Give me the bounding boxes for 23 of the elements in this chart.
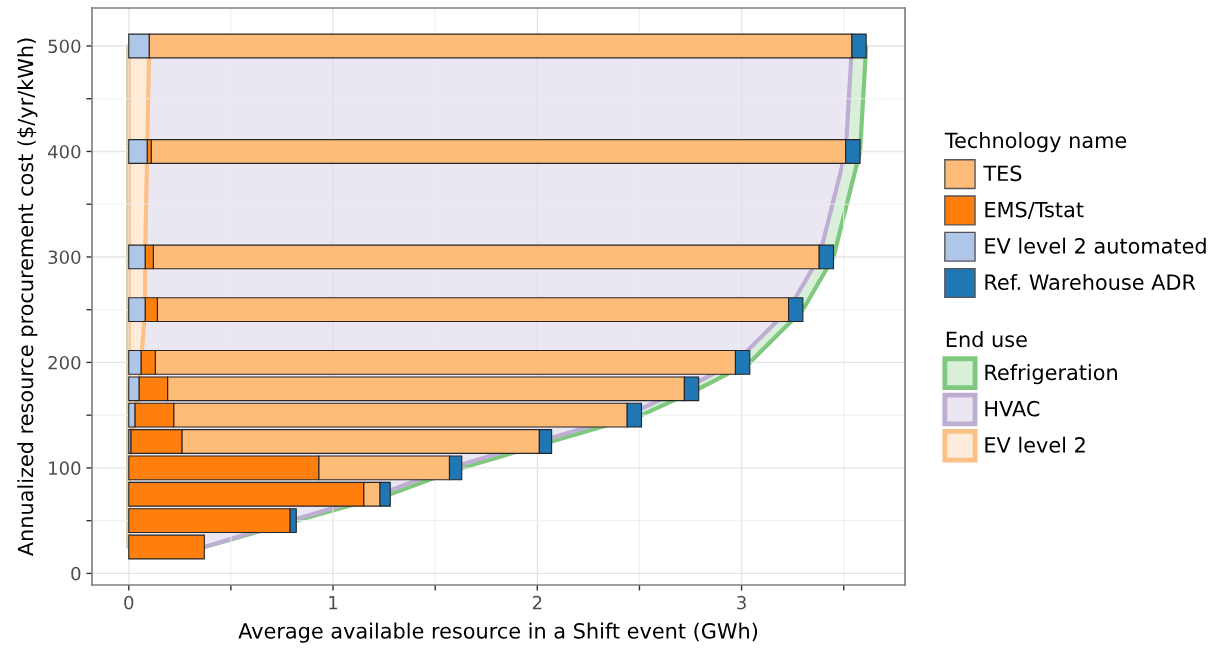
legend-label: EV level 2 automated [985, 237, 1206, 254]
y-tick-label: 100 [49, 461, 81, 476]
y-tick-label: 0 [71, 566, 81, 581]
y-tick-label: 200 [48, 355, 81, 370]
bar [128, 139, 148, 164]
x-axis-title: Average available resource in a Shift event (GWh) [238, 622, 758, 643]
legend-label: EV level 2 [985, 436, 1085, 453]
x-tick-label: 3 [737, 595, 746, 610]
legend-label: Ref. Warehouse ADR [985, 273, 1196, 291]
text: End use [946, 331, 1027, 348]
text: Technology name [944, 132, 1127, 153]
y-tick-label: 500 [48, 39, 81, 54]
x-tick-label: 0 [124, 595, 134, 610]
legend-label: HVAC [985, 400, 1040, 417]
x-tick-label: 1 [329, 595, 338, 610]
bar [128, 534, 205, 560]
y-axis-title: Annualized resource procurement cost ($/yr/kWh) [17, 38, 38, 557]
legend-label: TES [983, 165, 1022, 182]
x-tick-label: 2 [532, 595, 542, 610]
y-tick-label: 400 [48, 144, 81, 159]
legend-label: Refrigeration [985, 364, 1117, 385]
y-tick-label: 300 [48, 250, 81, 265]
legend-label: EMS/Tstat [985, 201, 1084, 220]
